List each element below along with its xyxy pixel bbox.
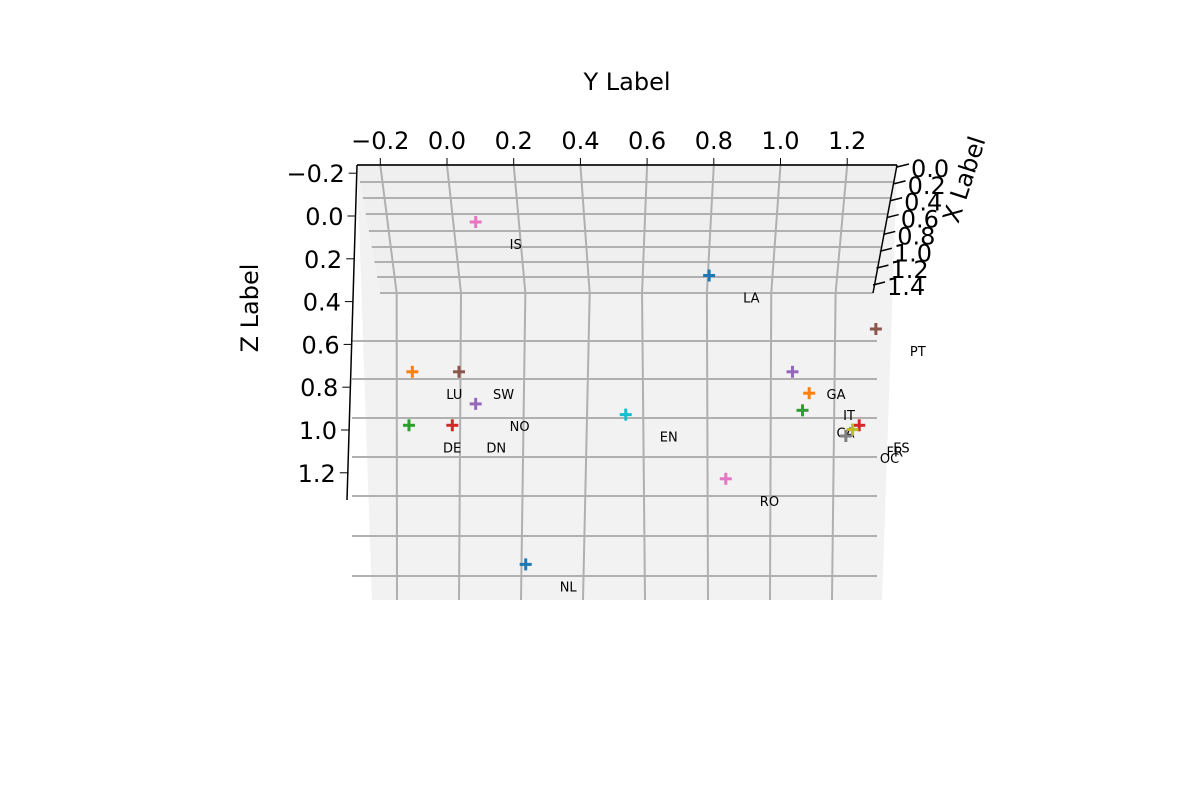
y-tick-label: 1.0 xyxy=(761,127,799,155)
x-tick-mark xyxy=(879,247,893,253)
y-tick-label: 0.6 xyxy=(628,127,666,155)
data-point: SW xyxy=(453,365,514,403)
z-tick-label: 0.8 xyxy=(300,374,338,402)
data-point: PT xyxy=(869,323,926,360)
data-points: ISLAPTGAITCAESFROCLUSWNODEDNENRONL xyxy=(402,216,926,595)
y-tick-label: −0.2 xyxy=(351,127,409,155)
data-point: GA xyxy=(786,365,846,403)
point-label: EN xyxy=(660,431,678,446)
z-tick-label: 0.6 xyxy=(301,331,339,359)
y-tick-label: 0.4 xyxy=(561,127,599,155)
x-tick-label: 1.4 xyxy=(887,273,925,301)
point-label: NL xyxy=(560,580,578,595)
x-tick-mark xyxy=(896,163,910,168)
data-point: FR xyxy=(846,423,904,461)
x-axis-line xyxy=(872,164,898,294)
data-point: DN xyxy=(446,419,506,456)
point-label: LU xyxy=(446,388,462,403)
point-label: GA xyxy=(827,388,846,403)
data-point: OC xyxy=(839,430,899,467)
z-tick-label: 0.4 xyxy=(303,289,341,317)
x-tick-label: 0.2 xyxy=(908,172,946,200)
point-label: FR xyxy=(887,446,904,461)
y-ticks: −0.2 0.0 0.2 0.4 0.6 0.8 1.0 1.2 xyxy=(351,127,866,165)
data-point: LA xyxy=(703,269,760,307)
z-axis-label: Z Label xyxy=(236,264,264,353)
x-ticks: 0.00.20.40.60.81.01.21.4 xyxy=(872,155,949,301)
x-tick-mark xyxy=(876,264,889,269)
data-point: NO xyxy=(469,397,530,435)
data-point: NL xyxy=(519,558,578,595)
z-tick-label: 1.2 xyxy=(298,460,336,488)
y-tick-label: 0.8 xyxy=(695,127,733,155)
point-label: ES xyxy=(893,441,909,456)
x-tick-label: 1.2 xyxy=(890,256,928,284)
z-tick-label: 1.0 xyxy=(299,417,337,445)
y-tick-label: 0.2 xyxy=(495,127,533,155)
point-label: NO xyxy=(510,420,530,435)
point-label: SW xyxy=(493,388,514,403)
x-tick-label: 0.4 xyxy=(904,189,942,217)
data-point: LU xyxy=(406,365,462,403)
point-label: DN xyxy=(486,441,506,456)
y-axis-label: Y Label xyxy=(582,68,670,96)
point-label: IS xyxy=(510,238,522,253)
x-tick-label: 1.0 xyxy=(894,239,932,267)
y-tick-label: 1.2 xyxy=(828,127,866,155)
x-tick-mark xyxy=(872,281,886,286)
data-point: EN xyxy=(619,408,678,446)
z-ticks: −0.2 0.0 0.2 0.4 0.6 0.8 1.0 1.2 xyxy=(286,160,357,488)
data-point: DE xyxy=(402,419,461,456)
point-label: OC xyxy=(880,452,899,467)
grid-lines xyxy=(352,164,897,601)
y-tick-label: 0.0 xyxy=(428,127,466,155)
back-pane xyxy=(357,165,897,293)
point-label: IT xyxy=(843,409,855,424)
data-point: ES xyxy=(853,419,910,456)
x-tick-label: 0.8 xyxy=(897,222,935,250)
x-tick-mark xyxy=(886,213,899,219)
data-point: RO xyxy=(719,472,779,510)
x-tick-label: 0.0 xyxy=(911,155,949,183)
z-axis-line xyxy=(346,164,358,501)
point-label: RO xyxy=(760,495,779,510)
z-tick-label: 0.2 xyxy=(304,246,342,274)
point-label: LA xyxy=(743,292,760,307)
z-tick-label: 0.0 xyxy=(305,203,343,231)
x-tick-mark xyxy=(883,230,896,236)
data-point: IT xyxy=(803,387,855,424)
x-tick-mark xyxy=(889,196,903,202)
point-label: DE xyxy=(443,441,461,456)
data-point: IS xyxy=(469,216,522,253)
z-tick-label: −0.2 xyxy=(286,160,344,188)
x-tick-mark xyxy=(893,180,906,185)
point-label: PT xyxy=(910,345,926,360)
x-tick-label: 0.6 xyxy=(901,206,939,234)
